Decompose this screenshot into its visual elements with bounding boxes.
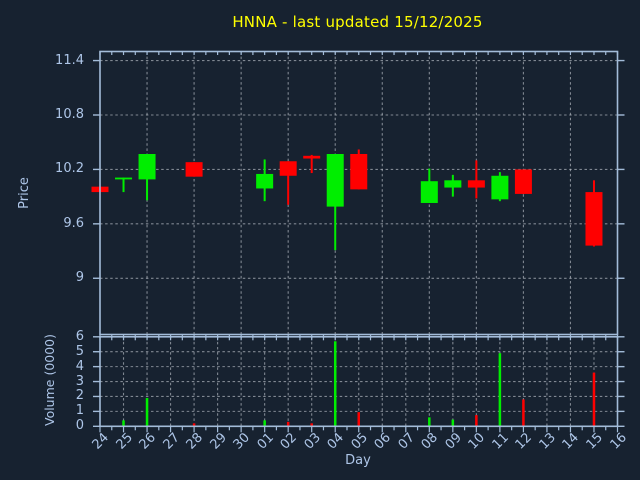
price-panel-border	[99, 50, 619, 336]
volume-tick-label: 4	[75, 358, 84, 374]
price-tick-label: 10.8	[55, 106, 84, 122]
candle-body	[420, 181, 438, 203]
candle-wick	[122, 177, 125, 193]
volume-tick-label: 6	[75, 328, 84, 344]
candle-body	[279, 161, 297, 176]
volume-tick-label: 5	[75, 343, 84, 359]
volume-bar	[145, 397, 149, 427]
candle-body	[585, 192, 603, 246]
candle-body	[350, 153, 368, 190]
volume-bar	[498, 353, 502, 427]
volume-bar	[592, 372, 596, 427]
volume-bar	[522, 399, 525, 427]
day-axis-label: Day	[345, 453, 371, 468]
volume-bar	[310, 423, 313, 427]
candle-wick	[475, 160, 478, 199]
volume-tick-label: 2	[75, 388, 84, 404]
volume-tick-label: 1	[75, 403, 84, 419]
volume-bar	[286, 421, 290, 427]
price-tick-label: 9.6	[63, 215, 84, 231]
volume-bar	[475, 415, 478, 427]
candle-wick	[287, 161, 290, 205]
volume-bar	[451, 419, 455, 427]
volume-tick-label: 3	[75, 373, 84, 389]
volume-bar	[192, 423, 196, 427]
volume-bar	[333, 341, 337, 427]
candle-body	[444, 180, 462, 188]
volume-bar	[122, 420, 125, 427]
volume-bar	[428, 417, 431, 427]
candle-body	[185, 162, 203, 177]
price-tick-label: 9	[75, 270, 84, 286]
volume-tick-label: 0	[75, 418, 84, 434]
price-tick-label: 11.4	[55, 52, 84, 68]
candle-body	[514, 169, 532, 194]
chart-title: HNNA - last updated 15/12/2025	[232, 13, 483, 31]
candle-body	[491, 175, 509, 200]
candle-body	[303, 155, 321, 159]
candle-body	[467, 180, 485, 188]
candle-body	[138, 153, 156, 180]
candle-wick	[310, 154, 313, 174]
candle-body	[256, 173, 274, 189]
volume-bar	[357, 412, 360, 427]
price-tick-label: 10.2	[55, 161, 84, 177]
volume-bar	[263, 420, 266, 427]
candle-body	[115, 177, 133, 180]
candle-body	[326, 153, 344, 207]
